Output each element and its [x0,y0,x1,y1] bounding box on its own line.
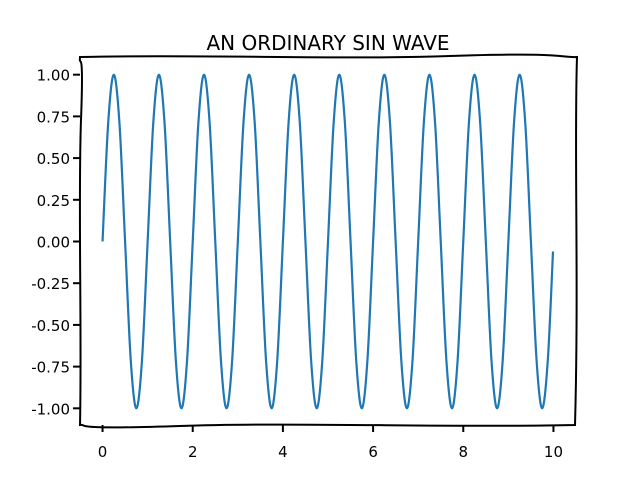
y-tick-label: 0.00 [37,234,70,252]
plot-frame [78,53,579,429]
chart-title: AN ORDINARY SIN WAVE [206,31,449,55]
y-tick-label: 0.25 [37,192,70,210]
sine-line [101,73,555,410]
y-tick-label: 0.75 [37,108,70,126]
y-tick-label: -0.50 [31,317,70,335]
plot-series [101,73,555,410]
x-tick-label: 6 [368,443,378,461]
y-tick-label: -1.00 [31,400,70,418]
y-tick-label: 0.50 [37,150,70,168]
x-axis: 0 2 4 6 8 10 [98,425,563,461]
y-axis: -1.00 -0.75 -0.50 -0.25 0.00 0.25 0.50 0.75 1.00 [31,67,80,418]
x-tick-label: 4 [278,443,288,461]
y-tick-label: -0.25 [31,275,70,293]
y-tick-label: 1.00 [37,67,70,85]
x-tick-label: 10 [544,443,563,461]
x-tick-label: 0 [98,443,108,461]
x-tick-label: 8 [458,443,468,461]
x-tick-label: 2 [188,443,198,461]
y-tick-label: -0.75 [31,359,70,377]
